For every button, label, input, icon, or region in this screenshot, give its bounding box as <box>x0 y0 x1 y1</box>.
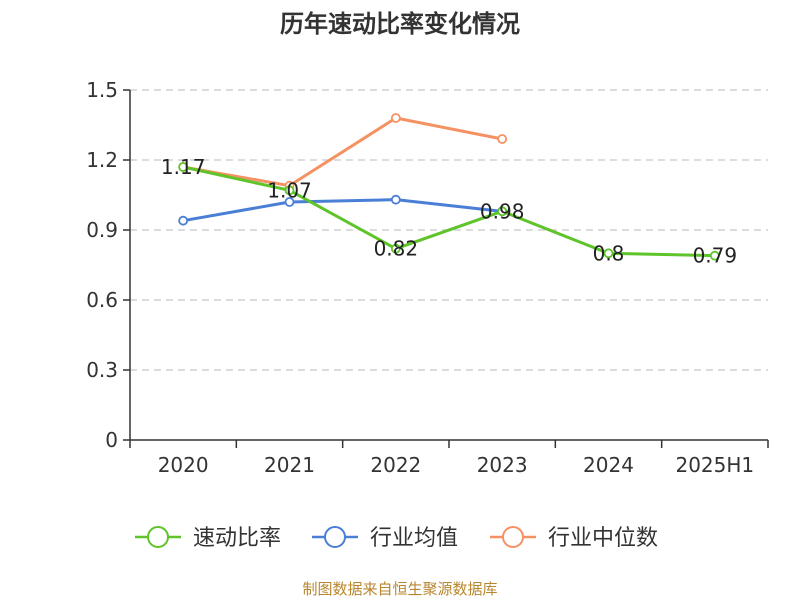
data-label: 1.07 <box>267 178 312 202</box>
y-tick-label: 0 <box>105 428 118 452</box>
series-line-1 <box>182 198 503 223</box>
x-tick-label: 2025H1 <box>675 453 754 477</box>
data-point <box>497 134 508 144</box>
data-point <box>178 215 189 226</box>
data-point <box>178 162 189 172</box>
y-tick-label: 0.9 <box>86 218 118 242</box>
y-tick-label: 1.5 <box>86 78 118 102</box>
legend-label: 速动比率 <box>193 526 281 551</box>
x-tick-label: 2024 <box>583 453 634 477</box>
axes: 0 0.3 0.6 0.9 1.2 1.5 2020 2021 2022 2023 2024 2025… <box>86 78 769 477</box>
data-labels: 1.17 1.07 0.82 0.98 0.8 0.79 <box>161 155 737 268</box>
legend-item[interactable]: 速动比率 <box>135 526 281 551</box>
data-label: 0.82 <box>374 237 419 261</box>
data-point <box>284 197 295 207</box>
x-tick-label: 2022 <box>370 453 421 477</box>
chart-title: 历年速动比率变化情况 <box>280 10 520 38</box>
legend-marker-icon <box>324 526 346 548</box>
data-label: 0.79 <box>693 244 738 268</box>
legend-marker-icon <box>147 526 169 548</box>
data-label: 0.98 <box>480 199 525 223</box>
x-tick-label: 2021 <box>264 453 315 477</box>
series-line-2 <box>182 116 503 188</box>
y-tick-label: 0.3 <box>86 358 118 382</box>
legend-label: 行业均值 <box>370 526 458 551</box>
data-point <box>497 206 508 217</box>
data-point <box>284 185 295 196</box>
data-label: 0.8 <box>593 241 625 265</box>
legend: 速动比率 行业均值 行业中位数 <box>135 526 658 551</box>
data-point <box>390 243 401 254</box>
legend-marker-icon <box>502 526 524 548</box>
x-tick-label: 2020 <box>158 453 209 477</box>
series-lines <box>178 113 720 261</box>
data-label: 1.17 <box>161 155 206 179</box>
legend-item[interactable]: 行业中位数 <box>490 526 658 551</box>
legend-label: 行业中位数 <box>548 526 658 551</box>
data-point <box>390 194 401 205</box>
y-tick-label: 0.6 <box>86 288 118 312</box>
data-point <box>603 248 614 259</box>
legend-item[interactable]: 行业均值 <box>312 526 458 551</box>
data-point <box>709 250 720 261</box>
y-tick-label: 1.2 <box>86 148 118 172</box>
data-point <box>390 113 401 123</box>
source-note: 制图数据来自恒生聚源数据库 <box>302 580 497 598</box>
x-tick-label: 2023 <box>477 453 528 477</box>
series-line-0 <box>182 165 715 258</box>
